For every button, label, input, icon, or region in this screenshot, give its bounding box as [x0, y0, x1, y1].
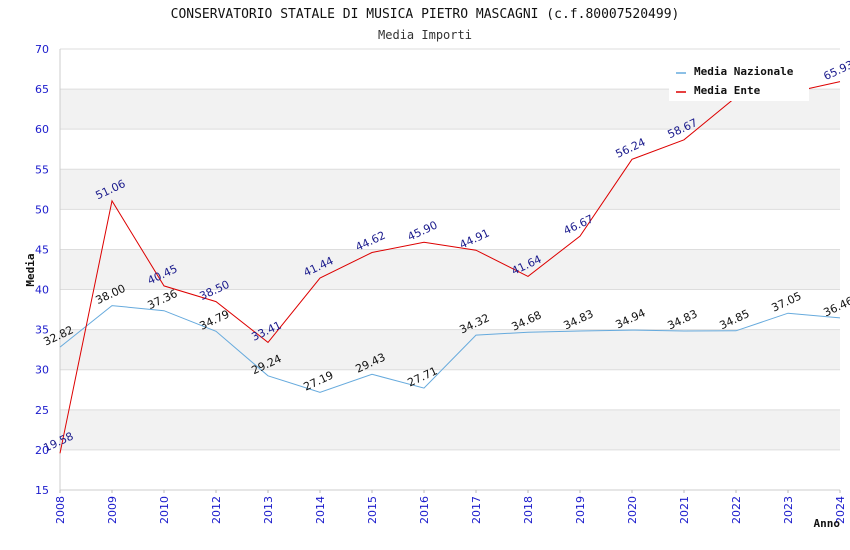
- x-tick-label: 2014: [314, 496, 327, 524]
- y-tick-label: 50: [35, 203, 49, 216]
- y-tick-label: 30: [35, 364, 49, 377]
- y-tick-label: 35: [35, 324, 49, 337]
- x-tick-label: 2009: [106, 496, 119, 524]
- legend-box: [669, 60, 809, 101]
- data-label-ente: 19.58: [41, 430, 75, 455]
- x-tick-label: 2010: [158, 496, 171, 524]
- y-tick-label: 70: [35, 43, 49, 56]
- gridlines: [60, 48, 840, 491]
- x-tick-label: 2020: [626, 496, 639, 524]
- x-tick-label: 2024: [834, 496, 847, 524]
- x-tick-label: 2012: [210, 496, 223, 524]
- legend-label-nazionale: Media Nazionale: [694, 65, 794, 78]
- x-tick-label: 2019: [574, 496, 587, 524]
- data-label-nazionale: 36.46: [821, 294, 850, 319]
- plot-band: [60, 249, 840, 290]
- x-tick-label: 2021: [678, 496, 691, 524]
- x-tick-label: 2023: [782, 496, 795, 524]
- y-axis-label: Media: [24, 253, 37, 286]
- x-tick-label: 2013: [262, 496, 275, 524]
- x-tick-label: 2016: [418, 496, 431, 524]
- y-tick-label: 40: [35, 284, 49, 297]
- y-tick-label: 65: [35, 83, 49, 96]
- data-label-nazionale: 37.36: [145, 287, 179, 312]
- legend: Media Nazionale Media Ente: [669, 60, 809, 101]
- x-tick-label: 2022: [730, 496, 743, 524]
- x-tick-label: 2017: [470, 496, 483, 524]
- chart-title: CONSERVATORIO STATALE DI MUSICA PIETRO M…: [171, 7, 680, 22]
- data-label-ente: 56.24: [613, 136, 647, 161]
- plot-band: [60, 169, 840, 210]
- y-tick-label: 55: [35, 163, 49, 176]
- axes: [59, 49, 840, 491]
- data-label-nazionale: 34.79: [197, 308, 231, 333]
- data-label-ente: 45.90: [405, 219, 439, 244]
- series-lines: [59, 81, 841, 454]
- data-label-ente: 44.91: [457, 226, 491, 251]
- series-line-ente: [59, 81, 841, 454]
- plot-band: [60, 329, 840, 370]
- data-label-nazionale: 27.19: [301, 369, 335, 394]
- plot-band: [60, 409, 840, 450]
- chart-subtitle: Media Importi: [378, 28, 472, 42]
- data-label-nazionale: 34.83: [665, 307, 699, 332]
- data-label-ente: 46.67: [561, 212, 595, 237]
- legend-label-ente: Media Ente: [694, 84, 761, 97]
- series-line-nazionale: [59, 305, 841, 393]
- x-tick-label: 2018: [522, 496, 535, 524]
- x-tick-label: 2015: [366, 496, 379, 524]
- data-label-nazionale: 34.85: [717, 307, 751, 332]
- data-label-nazionale: 37.05: [769, 289, 803, 314]
- y-tick-labels: 15 20 25 30 35 40 45 50 55 60 65 70: [35, 43, 49, 497]
- y-tick-label: 20: [35, 444, 49, 457]
- data-label-ente: 65.93: [821, 58, 850, 83]
- x-axis-label: Anno: [814, 517, 841, 530]
- x-tick-label: 2008: [54, 496, 67, 524]
- y-tick-label: 25: [35, 404, 49, 417]
- y-tick-label: 15: [35, 484, 49, 497]
- x-tick-labels: 2008 2009 2010 2012 2013 2014 2015 2016 2017 2018…: [54, 490, 847, 524]
- y-tick-label: 45: [35, 243, 49, 256]
- data-label-nazionale: 34.94: [613, 306, 647, 331]
- y-tick-label: 60: [35, 123, 49, 136]
- data-label-nazionale: 34.83: [561, 307, 595, 332]
- plot-bands: [60, 89, 840, 450]
